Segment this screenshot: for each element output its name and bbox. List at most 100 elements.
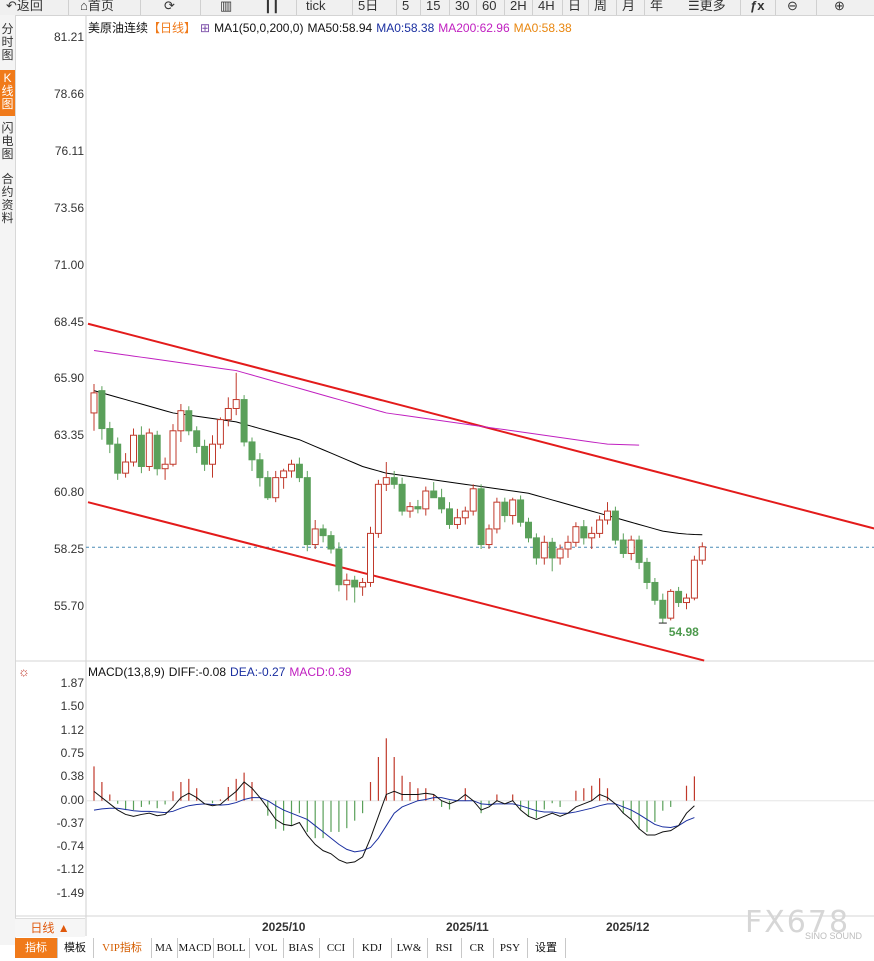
- indicator-tab-9[interactable]: KDJ: [353, 938, 392, 958]
- toolbar-separator: [140, 0, 141, 15]
- formula-button[interactable]: ƒx: [750, 0, 764, 15]
- period-button-6[interactable]: 2H: [510, 0, 527, 13]
- macd-legend: MACD(13,8,9) DIFF:-0.08 DEA:-0.27 MACD:0.39: [88, 665, 355, 679]
- zoom-in-icon: ⊕: [834, 0, 845, 13]
- candle-body: [224, 407, 232, 421]
- candle-body: [438, 497, 446, 510]
- candle-body: [422, 490, 430, 510]
- period-button-1[interactable]: 5日: [358, 0, 379, 13]
- zoom-in-button[interactable]: ⊕: [834, 0, 845, 15]
- toolbar-separator: [396, 0, 397, 15]
- candle-body: [596, 519, 604, 534]
- candle-body: [604, 510, 611, 521]
- chart-style-button[interactable]: ▥: [220, 0, 232, 15]
- candle-body: [461, 510, 469, 519]
- macd-settings-icon[interactable]: ☼: [18, 664, 30, 679]
- candle-body: [619, 539, 627, 554]
- price-tick: 73.56: [53, 200, 84, 215]
- indicator-tab-3[interactable]: MA: [151, 938, 178, 958]
- candle-body: [209, 443, 216, 465]
- period-button-5[interactable]: 60: [482, 0, 497, 13]
- period-button-9[interactable]: 周: [594, 0, 608, 13]
- indicator-tab-12[interactable]: CR: [461, 938, 494, 958]
- candle-body: [280, 470, 288, 479]
- back-button[interactable]: ↶返回: [6, 0, 43, 13]
- indicator-tab-4[interactable]: MACD: [177, 938, 214, 958]
- period-button-10[interactable]: 月: [622, 0, 636, 13]
- macd-tick: -0.74: [56, 839, 84, 854]
- tab-flash-chart[interactable]: 闪电图: [1, 121, 14, 161]
- candle-body: [548, 541, 556, 559]
- candle-body: [453, 517, 461, 525]
- candle-body: [651, 581, 659, 601]
- period-toggle-button[interactable]: 日线 ▲: [15, 918, 85, 937]
- refresh-button[interactable]: ⟳: [164, 0, 175, 15]
- candle-body: [627, 539, 635, 554]
- candle-body: [477, 488, 485, 546]
- ma0-label-2: MA0:58.38: [513, 21, 572, 35]
- toolbar-separator: [352, 0, 353, 15]
- bar-chart-icon: ▥: [220, 0, 233, 13]
- candle-body: [501, 501, 509, 517]
- toolbar-separator: [616, 0, 617, 15]
- candle-body: [430, 490, 438, 499]
- indicator-tab-13[interactable]: PSY: [493, 938, 528, 958]
- macd-value: MACD:0.39: [289, 665, 352, 679]
- price-tick: 81.21: [53, 30, 84, 44]
- period-button-2[interactable]: 5: [402, 0, 410, 13]
- zoom-out-button[interactable]: ⊖: [787, 0, 798, 15]
- candle-body: [493, 501, 501, 530]
- candle-body: [264, 477, 272, 499]
- home-button[interactable]: ⌂首页: [80, 0, 114, 13]
- indicator-tab-11[interactable]: RSI: [427, 938, 462, 958]
- toolbar-separator: [476, 0, 477, 15]
- toolbar-separator: [296, 0, 297, 15]
- macd-dea: DEA:-0.27: [230, 665, 286, 679]
- candle-body: [106, 428, 114, 445]
- period-button-7[interactable]: 4H: [538, 0, 555, 13]
- period-button-8[interactable]: 日: [568, 0, 582, 13]
- period-button-11[interactable]: 年: [650, 0, 664, 13]
- macd-tick: -1.49: [56, 885, 84, 900]
- toolbar-separator: [504, 0, 505, 15]
- candle-body: [145, 432, 153, 467]
- more-button[interactable]: ☰更多: [688, 0, 726, 13]
- indicator-tab-14[interactable]: 设置: [527, 938, 566, 958]
- macd-tick: 0.38: [60, 769, 84, 784]
- indicator-tab-0[interactable]: 指标: [15, 938, 58, 958]
- indicator-tab-2[interactable]: VIP指标: [93, 938, 152, 958]
- price-tick: 63.35: [53, 428, 84, 443]
- candlestick-icon: ┃┃: [264, 0, 280, 13]
- home-icon: ⌂: [80, 0, 88, 13]
- indicator-tab-8[interactable]: CCI: [319, 938, 354, 958]
- indicator-tab-5[interactable]: BOLL: [213, 938, 250, 958]
- period-button-4[interactable]: 30: [455, 0, 470, 13]
- indicator-tab-bar: 指标 模板 VIP指标 MA MACD BOLL VOL BIAS CCI KDJ LW& RSI CR…: [15, 936, 874, 961]
- candle-body: [169, 430, 177, 465]
- candle-body: [303, 477, 311, 546]
- candle-body: [130, 434, 137, 463]
- indicator-settings-icon[interactable]: ⊞: [200, 21, 211, 35]
- tab-contract-info[interactable]: 合约资料: [1, 172, 14, 225]
- candle-body: [161, 463, 169, 470]
- candle-body: [667, 590, 675, 619]
- candle-body: [525, 521, 532, 539]
- period-button-0[interactable]: tick: [306, 0, 326, 13]
- price-legend: 美原油连续【日线】 ⊞ MA1(50,0,200,0) MA50:58.94 MA0:5…: [88, 19, 576, 35]
- indicator-tab-10[interactable]: LW&: [391, 938, 428, 958]
- indicator-tab-6[interactable]: VOL: [249, 938, 284, 958]
- tab-timeshare[interactable]: 分时图: [1, 22, 14, 62]
- candle-body: [374, 483, 382, 534]
- period-button-3[interactable]: 15: [426, 0, 441, 13]
- candle-body: [635, 539, 643, 563]
- candle-style-button[interactable]: ┃┃: [264, 0, 280, 15]
- candle-body: [327, 535, 335, 550]
- candle-body: [683, 597, 690, 604]
- candle-body: [698, 546, 706, 561]
- toolbar-separator: [644, 0, 645, 15]
- indicator-tab-1[interactable]: 模板: [57, 938, 94, 958]
- candle-body: [643, 561, 651, 583]
- indicator-tab-7[interactable]: BIAS: [283, 938, 320, 958]
